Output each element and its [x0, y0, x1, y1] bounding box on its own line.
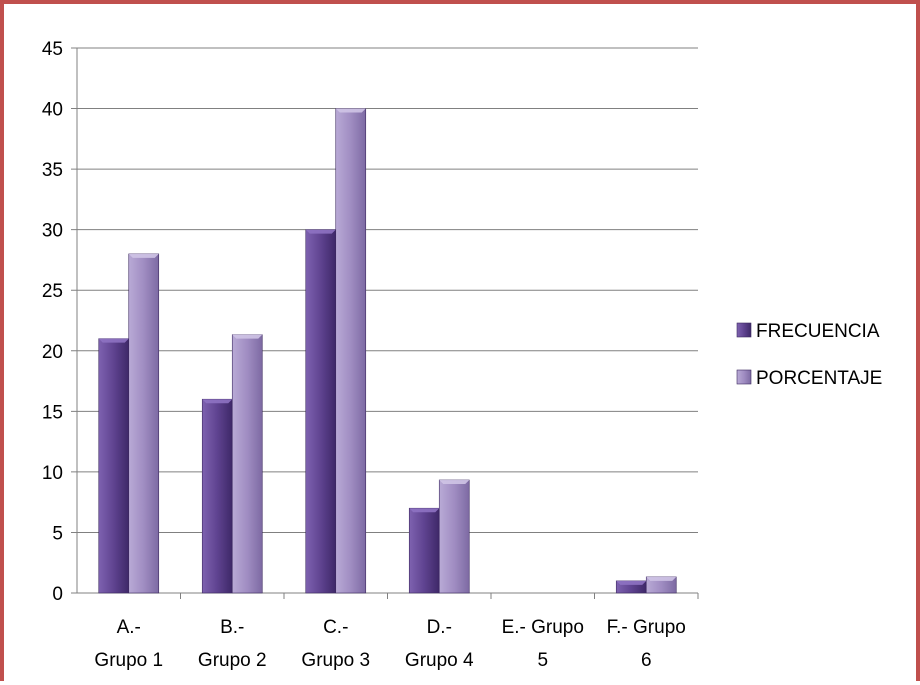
x-category-label: 5	[537, 650, 548, 671]
bar-frecuencia	[408, 507, 440, 594]
bar-bevel	[98, 338, 129, 343]
bar-porcentaje	[438, 479, 470, 594]
x-category-label: C.-	[323, 617, 348, 638]
bar-bevel	[202, 399, 233, 404]
bar-bevel	[646, 576, 677, 581]
y-tick-label: 25	[42, 281, 63, 302]
axes	[71, 48, 699, 599]
legend: FRECUENCIA PORCENTAJE	[736, 321, 882, 389]
bars	[98, 108, 677, 594]
bar-porcentaje	[231, 334, 263, 594]
y-tick-label: 35	[42, 160, 63, 181]
bar-bevel	[305, 229, 336, 234]
bar-porcentaje	[128, 253, 160, 594]
legend-label: PORCENTAJE	[756, 368, 882, 389]
x-category-label: F.- Grupo	[607, 617, 686, 638]
bar-bevel	[335, 108, 366, 113]
y-tick-label: 10	[42, 463, 63, 484]
x-category-label: Grupo 3	[301, 650, 370, 671]
x-category-label: Grupo 2	[198, 650, 267, 671]
bar-bevel	[128, 253, 159, 258]
bar-frecuencia	[98, 338, 130, 594]
x-category-label: Grupo 1	[94, 650, 163, 671]
legend-swatch	[736, 369, 752, 385]
y-tick-label: 30	[42, 221, 63, 242]
x-category-label: A.-	[117, 617, 141, 638]
y-tick-label: 45	[42, 39, 63, 60]
x-category-label: E.- Grupo	[502, 617, 584, 638]
x-axis-categories: A.- Grupo 1 B.- Grupo 2 C.- Grupo 3 D.- Grupo 4…	[94, 617, 685, 671]
bar-bevel	[616, 580, 647, 585]
x-category-label: B.-	[220, 617, 244, 638]
bar-porcentaje	[335, 108, 367, 594]
y-tick-label: 15	[42, 402, 63, 423]
x-category-label: D.-	[427, 617, 452, 638]
bar-bevel	[439, 480, 470, 485]
y-tick-label: 20	[42, 342, 63, 363]
bar-chart: 0 5 10 15 20 25 30 35 40 45 A.- Grupo 1 B.- Grupo 2 C…	[42, 39, 882, 671]
x-category-label: Grupo 4	[405, 650, 474, 671]
bar-bevel	[409, 508, 440, 513]
y-tick-label: 40	[42, 100, 63, 121]
y-tick-label: 5	[52, 523, 63, 544]
y-tick-label: 0	[52, 584, 63, 605]
y-axis-ticks: 0 5 10 15 20 25 30 35 40 45	[42, 39, 63, 605]
x-category-label: 6	[641, 650, 652, 671]
bar-frecuencia	[201, 398, 233, 594]
bar-frecuencia	[305, 229, 337, 594]
gridlines	[71, 47, 698, 533]
legend-label: FRECUENCIA	[756, 321, 880, 342]
bar-bevel	[232, 334, 263, 339]
legend-swatch	[736, 322, 752, 338]
